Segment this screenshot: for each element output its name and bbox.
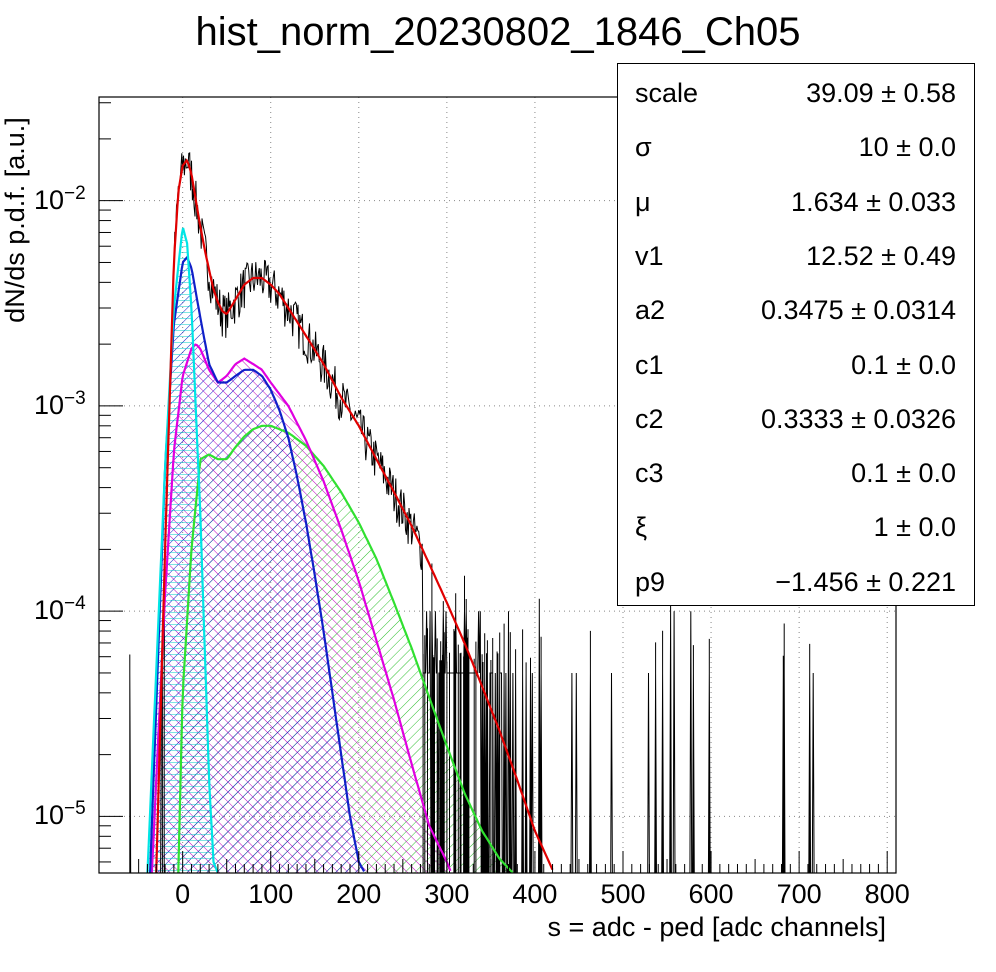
stats-param-value: −1.456 ± 0.221 <box>775 566 956 597</box>
stats-param-value: 0.1 ± 0.0 <box>851 458 956 489</box>
x-tick-label: 800 <box>864 879 910 909</box>
x-tick-label: 600 <box>688 879 734 909</box>
data-histogram <box>129 152 815 873</box>
fit-statistics-box: scale 39.09 ± 0.58 σ 10 ± 0.0 μ 1.634 ± 0.033… <box>617 63 975 606</box>
y-tick-label: 10−3 <box>34 388 86 421</box>
stats-param-value: 1 ± 0.0 <box>873 512 956 543</box>
stats-param-name: c1 <box>635 349 664 380</box>
stats-param-name: c3 <box>635 458 664 489</box>
data-histogram-line <box>129 152 815 873</box>
stats-row: μ 1.634 ± 0.033 <box>618 173 974 227</box>
series-component-2-line <box>149 255 366 873</box>
axis-ticks <box>99 102 888 873</box>
stats-param-name: c2 <box>635 403 664 434</box>
stats-param-value: 0.1 ± 0.0 <box>851 349 956 380</box>
stats-param-name: μ <box>635 186 651 217</box>
x-tick-label: 400 <box>512 879 558 909</box>
stats-row: scale 39.09 ± 0.58 <box>618 64 974 118</box>
y-tick-base: 10 <box>34 800 65 831</box>
series-component-3-line <box>150 343 452 873</box>
y-tick-exponent: −4 <box>64 593 86 615</box>
x-tick-label: 500 <box>600 879 646 909</box>
stats-param-value: 0.3475 ± 0.0314 <box>761 295 956 326</box>
x-tick-label: 0 <box>175 879 191 909</box>
stats-param-value: 12.52 ± 0.49 <box>806 240 956 271</box>
stats-row: c2 0.3333 ± 0.0326 <box>618 390 974 444</box>
stats-param-value: 1.634 ± 0.033 <box>791 186 956 217</box>
stats-param-value: 39.09 ± 0.58 <box>806 78 956 108</box>
stats-param-name: a2 <box>635 295 666 326</box>
x-tick-label: 200 <box>336 879 382 909</box>
y-tick-base: 10 <box>34 184 65 215</box>
y-tick-label: 10−4 <box>34 593 86 626</box>
stats-param-name: scale <box>635 78 699 108</box>
stats-row: c3 0.1 ± 0.0 <box>618 444 974 498</box>
stats-row: v1 12.52 ± 0.49 <box>618 227 974 281</box>
x-axis-label: s = adc - ped [adc channels] <box>547 912 886 942</box>
x-tick-label: 700 <box>776 879 822 909</box>
stats-row: p9 −1.456 ± 0.221 <box>618 553 974 607</box>
y-tick-base: 10 <box>34 389 65 420</box>
stats-param-name: v1 <box>635 240 664 271</box>
y-tick-exponent: −3 <box>64 387 86 409</box>
y-tick-exponent: −2 <box>64 182 86 204</box>
stats-param-value: 0.3333 ± 0.0326 <box>761 403 956 434</box>
y-axis-label: dN/ds p.d.f. [a.u.] <box>0 117 30 323</box>
series-component-1-line <box>146 227 219 873</box>
x-tick-label: 100 <box>248 879 294 909</box>
stats-row: σ 10 ± 0.0 <box>618 118 974 172</box>
stats-param-value: 10 ± 0.0 <box>858 132 956 163</box>
stats-param-name: σ <box>635 132 652 163</box>
stats-param-name: p9 <box>635 566 666 597</box>
chart-title: hist_norm_20230802_1846_Ch05 <box>195 10 801 54</box>
y-tick-exponent: −5 <box>64 798 86 820</box>
y-tick-base: 10 <box>34 595 65 626</box>
y-tick-label: 10−2 <box>34 183 86 216</box>
x-tick-label: 300 <box>424 879 470 909</box>
stats-param-name: ξ <box>635 512 648 543</box>
y-tick-label: 10−5 <box>34 798 86 831</box>
stats-row: c1 0.1 ± 0.0 <box>618 336 974 390</box>
series-component-4-line <box>177 424 514 873</box>
series-total-line <box>155 158 554 873</box>
stats-row: a2 0.3475 ± 0.0314 <box>618 281 974 335</box>
stats-row: ξ 1 ± 0.0 <box>618 498 974 552</box>
component-fill <box>147 226 218 873</box>
